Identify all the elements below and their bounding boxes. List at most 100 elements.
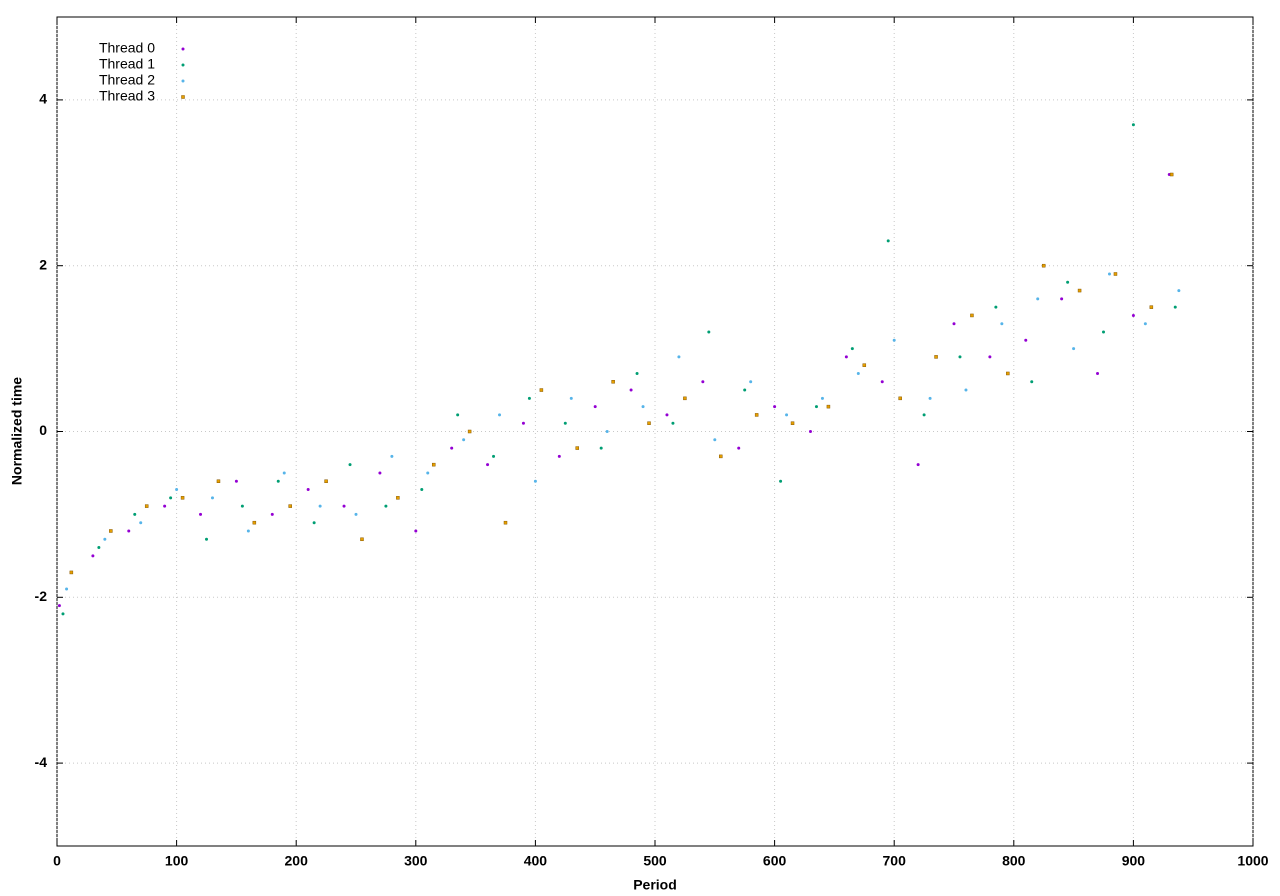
point	[1066, 280, 1070, 284]
point	[342, 504, 346, 508]
point	[354, 512, 358, 516]
point	[486, 463, 490, 467]
point	[503, 520, 508, 525]
point	[820, 396, 824, 400]
point	[569, 396, 573, 400]
x-tick-label: 800	[1002, 853, 1026, 869]
point	[563, 421, 567, 425]
point	[384, 504, 388, 508]
point	[1077, 288, 1082, 293]
point	[456, 413, 460, 417]
point	[647, 421, 651, 425]
point	[527, 396, 531, 400]
x-tick-label: 0	[53, 853, 61, 869]
point	[1041, 263, 1046, 268]
point	[671, 421, 675, 425]
point	[773, 405, 777, 409]
point	[348, 463, 352, 467]
point	[109, 529, 113, 533]
point	[414, 529, 418, 533]
point	[252, 520, 257, 525]
point	[605, 430, 609, 433]
point	[539, 388, 544, 392]
point	[988, 355, 992, 359]
point	[611, 380, 615, 384]
legend-marker	[181, 63, 185, 67]
point	[450, 446, 454, 450]
point	[1169, 172, 1174, 177]
point	[270, 512, 274, 516]
point	[856, 371, 860, 375]
legend-label: Thread 1	[99, 56, 155, 72]
point	[533, 479, 537, 483]
point	[754, 413, 759, 417]
x-tick-label: 300	[404, 853, 428, 869]
point	[1036, 297, 1040, 301]
point	[276, 479, 280, 483]
point	[234, 479, 238, 483]
y-tick-label: -2	[35, 588, 48, 604]
point	[593, 405, 597, 409]
y-tick-label: 2	[39, 256, 47, 272]
point	[1024, 338, 1028, 342]
legend-label: Thread 3	[99, 88, 155, 104]
point	[790, 421, 795, 425]
point	[1177, 289, 1181, 293]
point	[952, 322, 956, 326]
point	[318, 504, 322, 508]
point	[808, 430, 812, 433]
y-tick-label: 0	[39, 422, 47, 438]
point	[139, 521, 143, 525]
point	[958, 355, 962, 359]
point	[683, 396, 687, 401]
point	[599, 446, 603, 450]
legend-marker	[181, 95, 185, 99]
y-axis-title: Normalized time	[9, 377, 25, 485]
point	[707, 330, 711, 334]
point	[61, 612, 65, 616]
point	[575, 446, 580, 450]
point	[306, 488, 310, 492]
point	[1107, 272, 1111, 276]
point	[785, 413, 789, 417]
point	[390, 454, 394, 458]
point	[240, 504, 244, 508]
point	[898, 396, 902, 401]
point	[719, 454, 723, 459]
point	[1000, 322, 1004, 326]
point	[779, 479, 783, 483]
point	[934, 355, 938, 359]
point	[91, 554, 95, 558]
point	[713, 438, 717, 442]
point	[994, 305, 998, 309]
point	[557, 454, 561, 458]
legend-label: Thread 0	[99, 40, 155, 56]
point	[127, 529, 131, 533]
point	[1060, 297, 1064, 301]
point	[360, 537, 364, 542]
point	[844, 355, 848, 359]
point	[677, 355, 681, 359]
point	[199, 512, 203, 516]
point	[743, 388, 747, 392]
point	[312, 521, 316, 525]
point	[922, 413, 926, 417]
point	[216, 479, 221, 483]
point	[462, 438, 466, 442]
legend-marker	[181, 47, 185, 51]
point	[892, 338, 896, 342]
point	[814, 405, 818, 409]
x-tick-label: 400	[524, 853, 548, 869]
point	[1006, 371, 1010, 376]
y-tick-label: 4	[39, 91, 47, 107]
point	[210, 496, 214, 500]
point	[826, 404, 831, 409]
point	[970, 313, 974, 318]
point	[324, 479, 328, 483]
point	[378, 471, 382, 475]
point	[665, 413, 669, 417]
point	[1113, 272, 1118, 276]
point	[862, 363, 867, 367]
point	[1131, 313, 1135, 317]
